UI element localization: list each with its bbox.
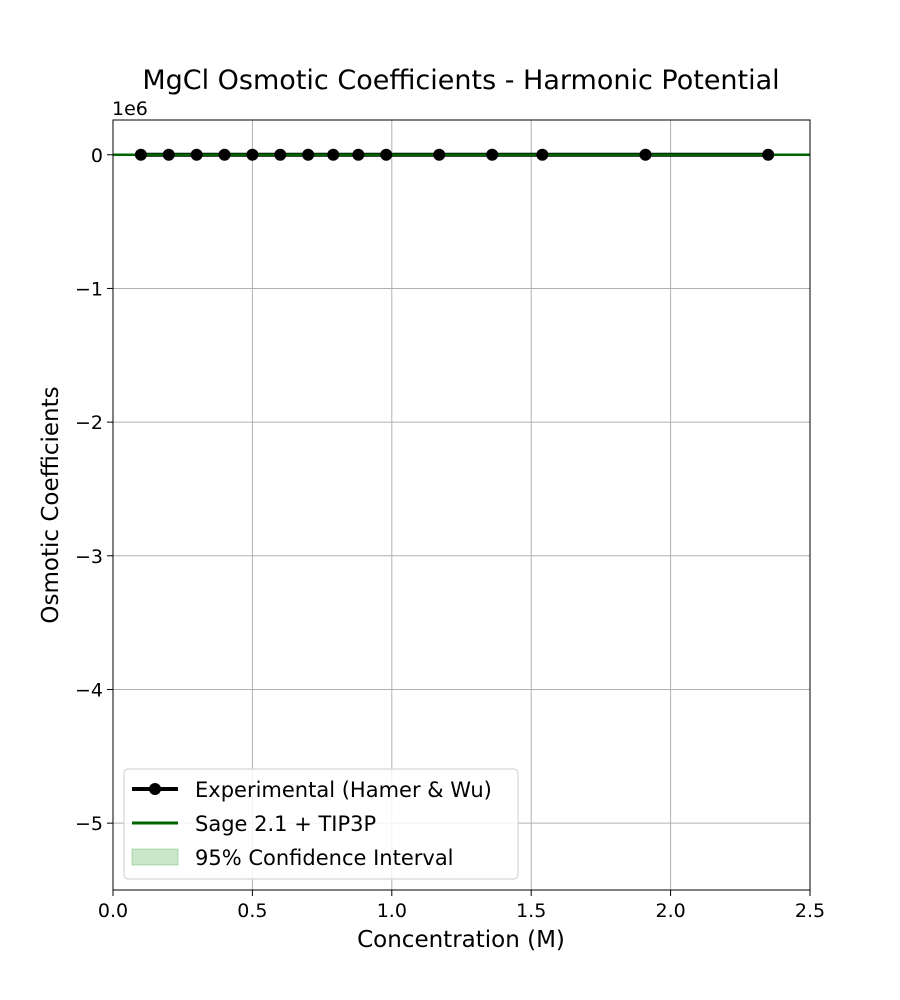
legend-item-experimental: Experimental (Hamer & Wu) <box>132 778 492 802</box>
legend-confidence-swatch <box>131 848 179 866</box>
x-tick-label: 2.0 <box>655 900 685 922</box>
x-axis-label: Concentration (M) <box>357 927 565 953</box>
y-axis: 0 −1 −2 −3 −4 −5 <box>75 145 113 835</box>
series-layer <box>113 148 810 161</box>
legend-frame <box>123 768 519 880</box>
experimental-point <box>162 148 175 161</box>
experimental-point <box>302 148 315 161</box>
experimental-point <box>134 148 147 161</box>
x-tick-label: 2.5 <box>795 900 825 922</box>
legend-label-experimental: Experimental (Hamer & Wu) <box>195 778 492 802</box>
y-tick-label: −2 <box>75 412 103 434</box>
experimental-point <box>246 148 259 161</box>
experimental-point <box>762 148 775 161</box>
y-tick-label: −5 <box>75 813 103 835</box>
experimental-point <box>536 148 549 161</box>
y-tick-label: −4 <box>75 679 103 701</box>
legend-label-sage: Sage 2.1 + TIP3P <box>195 812 376 836</box>
legend-label-confidence-interval: 95% Confidence Interval <box>195 846 454 870</box>
y-offset-text: 1e6 <box>112 98 148 120</box>
experimental-point <box>190 148 203 161</box>
y-tick-label: −1 <box>75 278 103 300</box>
experimental-point <box>274 148 287 161</box>
experimental-point <box>352 148 365 161</box>
x-tick-label: 0.0 <box>98 900 128 922</box>
x-tick-label: 1.5 <box>516 900 546 922</box>
legend: Experimental (Hamer & Wu) Sage 2.1 + TIP… <box>123 768 519 880</box>
x-tick-label: 1.0 <box>377 900 407 922</box>
experimental-point <box>218 148 231 161</box>
legend-experimental-marker-swatch <box>149 783 161 795</box>
plot-frame <box>112 119 811 891</box>
x-tick-label: 0.5 <box>237 900 267 922</box>
y-axis-label: Osmotic Coefficients <box>38 386 64 623</box>
experimental-point <box>380 148 393 161</box>
x-axis: 0.0 0.5 1.0 1.5 2.0 2.5 <box>98 890 825 922</box>
chart-title: MgCl Osmotic Coefficients - Harmonic Pot… <box>142 65 779 96</box>
experimental-point <box>639 148 652 161</box>
legend-item-sage: Sage 2.1 + TIP3P <box>132 812 376 836</box>
y-tick-label: −3 <box>75 546 103 568</box>
experimental-point <box>327 148 340 161</box>
y-tick-label: 0 <box>91 145 103 167</box>
legend-item-confidence-interval: 95% Confidence Interval <box>131 846 454 870</box>
experimental-point <box>433 148 446 161</box>
experimental-point <box>486 148 499 161</box>
